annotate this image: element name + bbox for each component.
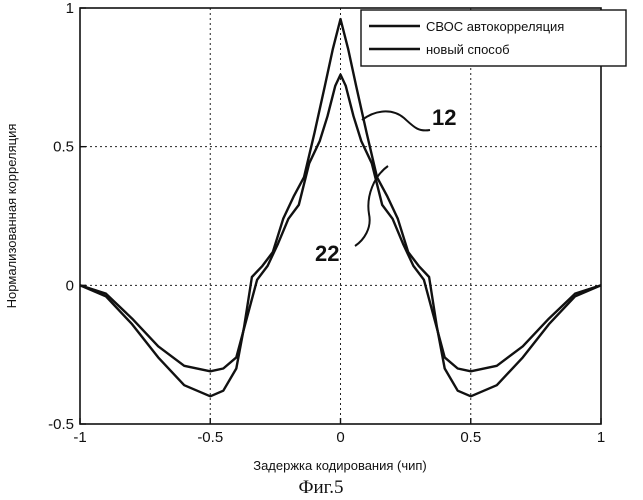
x-tick-label: 0.5	[460, 429, 481, 446]
x-tick-label: 1	[597, 429, 605, 446]
legend-label-new-method: новый способ	[426, 42, 510, 57]
y-tick-label: 0	[66, 277, 74, 294]
y-tick-label: -0.5	[48, 416, 74, 433]
grid-layer	[80, 8, 601, 424]
annotation-22-label: 22	[315, 241, 339, 266]
legend-label-svoc: СВОС автокорреляция	[426, 19, 564, 34]
x-tick-label: 0	[336, 429, 344, 446]
annotation-12-leader	[362, 111, 430, 130]
figure-caption: Фиг.5	[298, 477, 343, 498]
annotation-12-label: 12	[432, 105, 456, 130]
tick-layer: -1-0.500.51-0.500.51	[48, 0, 605, 446]
x-axis-label: Задержка кодирования (чип)	[253, 458, 427, 473]
x-tick-label: -0.5	[197, 429, 223, 446]
chart-figure: -1-0.500.51-0.500.51 Задержка кодировани…	[0, 0, 643, 500]
legend: СВОС автокорреляция новый способ	[361, 10, 626, 66]
y-tick-label: 1	[66, 0, 74, 17]
y-tick-label: 0.5	[53, 139, 74, 156]
plot-frame	[80, 8, 601, 424]
y-axis-label: Нормализованная корреляция	[4, 124, 19, 309]
x-tick-label: -1	[73, 429, 86, 446]
